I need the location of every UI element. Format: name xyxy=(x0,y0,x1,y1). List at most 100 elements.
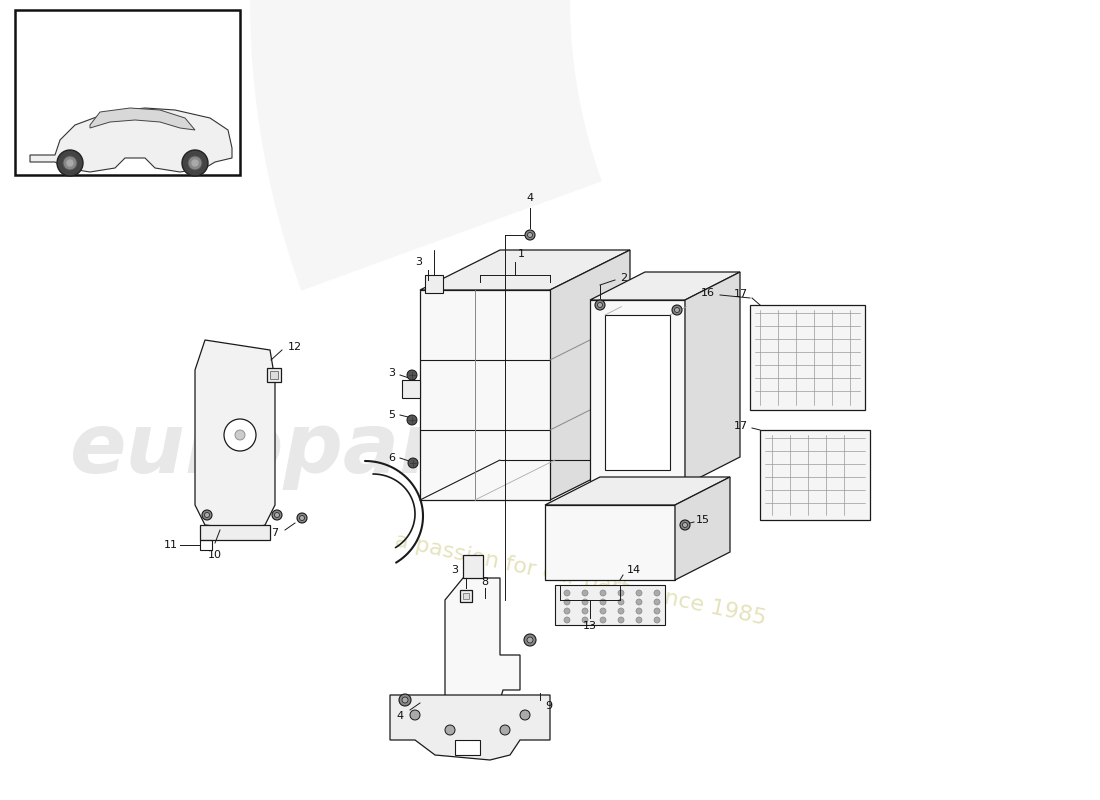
Circle shape xyxy=(525,230,535,240)
Circle shape xyxy=(582,599,588,605)
Circle shape xyxy=(407,370,417,380)
Circle shape xyxy=(299,515,305,521)
Circle shape xyxy=(235,430,245,440)
Circle shape xyxy=(564,617,570,623)
Bar xyxy=(200,540,212,550)
Bar xyxy=(460,590,472,602)
Circle shape xyxy=(275,513,279,518)
Circle shape xyxy=(654,608,660,614)
Polygon shape xyxy=(200,525,270,540)
Text: 3: 3 xyxy=(415,257,422,267)
Circle shape xyxy=(408,458,418,468)
Circle shape xyxy=(224,419,256,451)
Text: 8: 8 xyxy=(482,577,488,587)
Circle shape xyxy=(564,608,570,614)
Polygon shape xyxy=(402,380,420,398)
Circle shape xyxy=(528,233,532,238)
Circle shape xyxy=(682,522,688,527)
Text: 12: 12 xyxy=(288,342,302,352)
Circle shape xyxy=(402,697,408,703)
Polygon shape xyxy=(675,477,730,580)
Circle shape xyxy=(67,160,73,166)
Polygon shape xyxy=(30,108,232,172)
Circle shape xyxy=(600,608,606,614)
Circle shape xyxy=(600,617,606,623)
Text: 3: 3 xyxy=(388,368,395,378)
Text: 13: 13 xyxy=(583,621,597,631)
Circle shape xyxy=(618,608,624,614)
Text: 16: 16 xyxy=(701,288,715,298)
Text: 14: 14 xyxy=(627,565,641,575)
Polygon shape xyxy=(446,578,520,700)
Circle shape xyxy=(192,160,198,166)
Text: 1: 1 xyxy=(518,249,525,259)
Circle shape xyxy=(600,590,606,596)
Wedge shape xyxy=(250,0,918,290)
Circle shape xyxy=(618,617,624,623)
Polygon shape xyxy=(420,250,630,290)
Circle shape xyxy=(582,608,588,614)
Polygon shape xyxy=(556,585,666,625)
Circle shape xyxy=(297,513,307,523)
Polygon shape xyxy=(685,272,740,485)
Circle shape xyxy=(600,599,606,605)
Polygon shape xyxy=(760,430,870,520)
Circle shape xyxy=(654,599,660,605)
Text: 9: 9 xyxy=(544,701,552,711)
Polygon shape xyxy=(544,477,730,505)
Text: 3: 3 xyxy=(451,565,458,575)
Text: 5: 5 xyxy=(388,410,395,420)
Circle shape xyxy=(654,590,660,596)
Circle shape xyxy=(57,150,82,176)
Text: a passion for car parts since 1985: a passion for car parts since 1985 xyxy=(393,531,768,629)
Circle shape xyxy=(680,520,690,530)
Circle shape xyxy=(636,599,642,605)
Text: 4: 4 xyxy=(527,193,534,203)
Bar xyxy=(270,371,278,379)
Circle shape xyxy=(564,590,570,596)
Polygon shape xyxy=(544,505,675,580)
Polygon shape xyxy=(195,340,275,530)
Text: europarts: europarts xyxy=(69,410,530,490)
Circle shape xyxy=(63,156,77,170)
Circle shape xyxy=(618,590,624,596)
Circle shape xyxy=(527,637,534,643)
Text: 17: 17 xyxy=(734,421,748,431)
Bar xyxy=(267,368,280,382)
Text: 4: 4 xyxy=(397,711,404,721)
Circle shape xyxy=(597,302,603,307)
Circle shape xyxy=(636,617,642,623)
Circle shape xyxy=(500,725,510,735)
Text: 11: 11 xyxy=(164,540,178,550)
Circle shape xyxy=(654,617,660,623)
Circle shape xyxy=(524,634,536,646)
Polygon shape xyxy=(605,315,670,470)
Circle shape xyxy=(272,510,282,520)
Text: 15: 15 xyxy=(696,515,710,525)
Circle shape xyxy=(399,694,411,706)
Circle shape xyxy=(446,725,455,735)
Circle shape xyxy=(636,608,642,614)
Polygon shape xyxy=(750,305,865,410)
Text: 6: 6 xyxy=(388,453,395,463)
Circle shape xyxy=(410,710,420,720)
Circle shape xyxy=(564,599,570,605)
Bar xyxy=(463,593,469,599)
Circle shape xyxy=(582,590,588,596)
Circle shape xyxy=(595,300,605,310)
Circle shape xyxy=(520,710,530,720)
Circle shape xyxy=(407,415,417,425)
Polygon shape xyxy=(390,695,550,760)
Polygon shape xyxy=(425,275,443,293)
Polygon shape xyxy=(590,300,685,485)
Text: 17: 17 xyxy=(734,289,748,299)
Polygon shape xyxy=(455,740,480,755)
Circle shape xyxy=(636,590,642,596)
Circle shape xyxy=(582,617,588,623)
Bar xyxy=(15,10,240,175)
Text: 10: 10 xyxy=(208,550,222,560)
Text: 2: 2 xyxy=(620,273,627,283)
Text: 7: 7 xyxy=(271,528,278,538)
Circle shape xyxy=(205,513,209,518)
Polygon shape xyxy=(610,320,665,465)
